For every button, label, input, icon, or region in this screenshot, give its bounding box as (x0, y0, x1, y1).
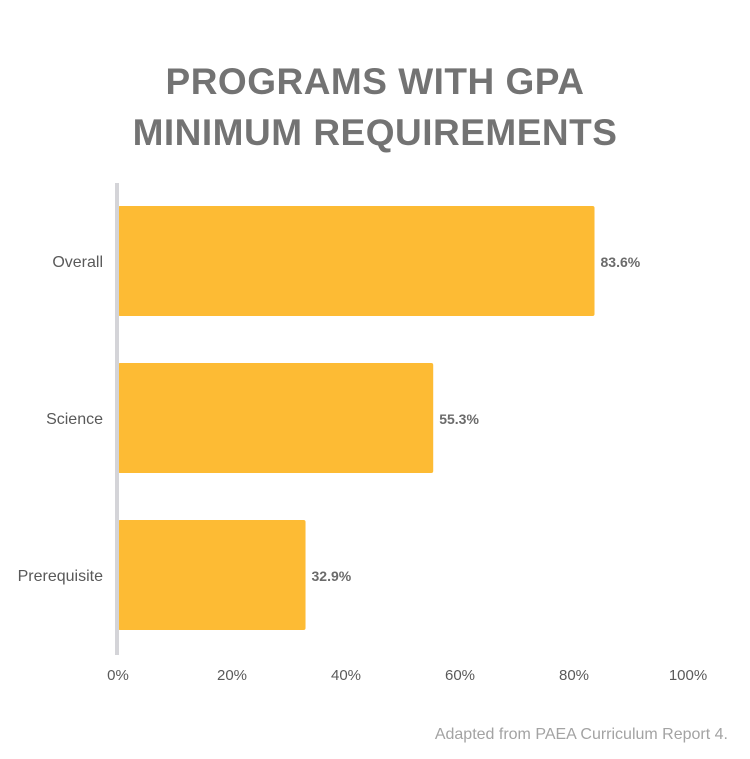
source-note: Adapted from PAEA Curriculum Report 4. (434, 726, 728, 743)
value-label-overall: 83.6% (601, 254, 641, 270)
x-tick-label-40: 40% (331, 667, 361, 684)
value-label-science: 55.3% (439, 411, 479, 427)
value-label-prerequisite: 32.9% (312, 568, 352, 584)
x-tick-label-100: 100% (669, 667, 707, 684)
x-tick-label-80: 80% (559, 667, 589, 684)
bar-science (118, 363, 434, 473)
category-label-overall: Overall (52, 254, 103, 271)
bar-overall (118, 206, 595, 316)
category-label-prerequisite: Prerequisite (18, 568, 103, 585)
x-tick-label-60: 60% (445, 667, 475, 684)
chart-title-line-2: MINIMUM REQUIREMENTS (132, 112, 618, 153)
bar-prerequisite (118, 520, 306, 630)
chart-title-line-1: PROGRAMS WITH GPA (165, 61, 585, 102)
bar-chart: Overall 83.6% Science 55.3% Prerequisite 32.9… (18, 183, 707, 684)
category-label-science: Science (46, 411, 103, 428)
x-tick-label-20: 20% (217, 667, 247, 684)
x-tick-label-0: 0% (107, 667, 129, 684)
y-axis-line (115, 183, 119, 655)
